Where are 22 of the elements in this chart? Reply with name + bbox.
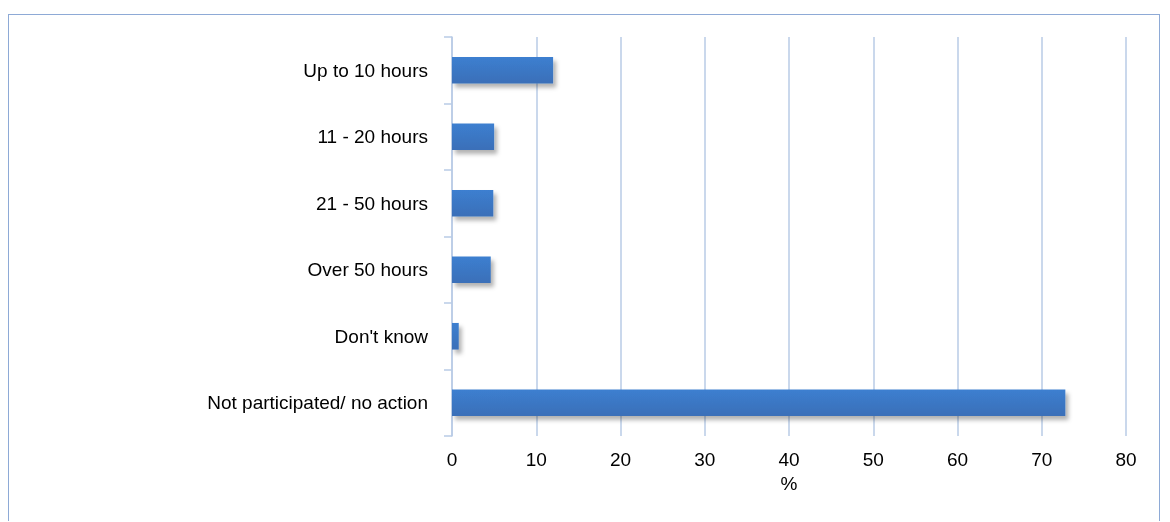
bar [452,322,459,350]
x-tick-label: 60 [946,449,969,470]
x-tick-label: 50 [862,449,884,470]
bar [452,56,554,84]
x-tick-label: 70 [1031,449,1053,470]
x-tick-label: 20 [609,449,632,470]
x-tick-label: 30 [694,449,716,470]
y-tick-label: Up to 10 hours [303,59,428,81]
y-tick-label: Don't know [334,325,429,347]
bar [452,389,1066,417]
y-tick-label: Not participated/ no action [207,392,428,414]
x-tick-label: 10 [525,449,547,470]
y-tick-label: 21 - 50 hours [316,192,428,214]
x-tick-label: 80 [1115,449,1137,470]
bar [452,123,495,151]
bar [452,189,494,217]
y-tick-label: 11 - 20 hours [317,126,428,148]
bar [452,256,491,284]
x-axis-title: % [780,473,798,494]
x-tick-label: 0 [446,449,458,470]
y-tick-label: Over 50 hours [307,259,428,281]
x-tick-label: 40 [778,449,800,470]
